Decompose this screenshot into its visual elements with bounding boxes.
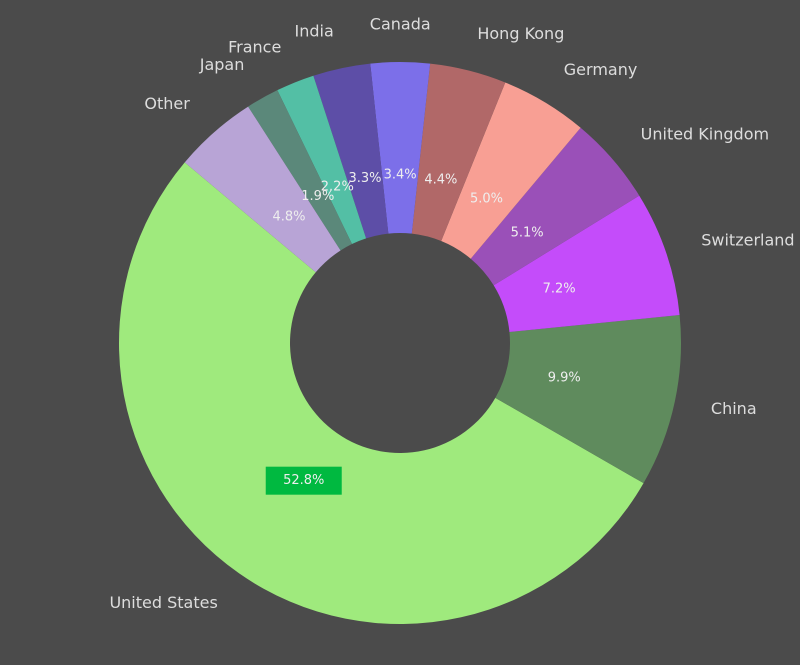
- percent-label: 4.8%: [272, 209, 305, 224]
- percent-label: 5.1%: [511, 226, 544, 241]
- donut-slice: [184, 106, 341, 273]
- donut-slice: [277, 75, 367, 245]
- donut-slice: [370, 61, 431, 234]
- category-label: Canada: [370, 15, 431, 34]
- donut-slice: [493, 195, 680, 333]
- category-label: United Kingdom: [641, 125, 769, 144]
- percent-label: 9.9%: [548, 371, 581, 386]
- donut-slice: [470, 127, 640, 286]
- category-label: Hong Kong: [477, 24, 564, 43]
- percent-label: 1.9%: [301, 189, 334, 204]
- percent-label: 52.8%: [283, 473, 324, 488]
- percent-label: 5.0%: [470, 191, 503, 206]
- percent-label: 4.4%: [424, 173, 457, 188]
- category-label: Other: [144, 94, 190, 113]
- percent-label: 3.3%: [348, 171, 381, 186]
- percent-label: 3.4%: [384, 168, 417, 183]
- category-label: India: [295, 21, 334, 40]
- category-label: Switzerland: [701, 231, 794, 250]
- donut-slice: [119, 162, 644, 624]
- category-label: Germany: [564, 60, 638, 79]
- category-label: China: [711, 399, 757, 418]
- donut-slice: [495, 314, 681, 484]
- highlight-box: [265, 466, 342, 495]
- donut-slice: [248, 90, 352, 251]
- category-label: United States: [109, 593, 217, 612]
- donut-slice: [313, 63, 389, 239]
- donut-slice: [441, 82, 581, 259]
- donut-slice: [411, 63, 506, 242]
- category-label: France: [228, 37, 281, 56]
- category-label: Japan: [199, 55, 245, 74]
- percent-label: 7.2%: [543, 282, 576, 297]
- percent-label: 2.2%: [321, 180, 354, 195]
